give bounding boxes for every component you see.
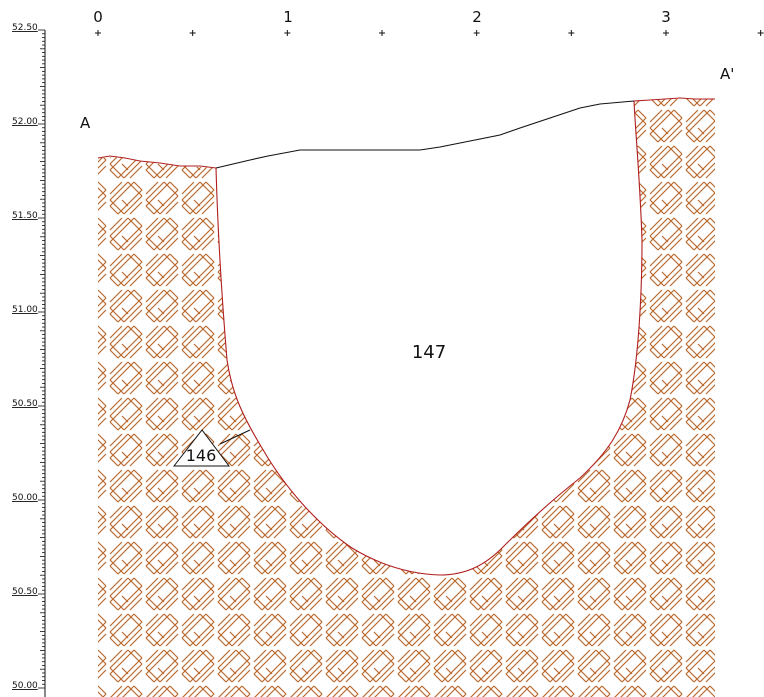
ground-surface-right	[633, 97, 715, 102]
distance-label: 3	[661, 8, 671, 26]
cut-interior	[216, 101, 642, 575]
distance-scale: 0 1 2 3	[93, 8, 764, 36]
level-labels: 52.50 52.00 51.50 51.00 50.50 50.00 50.5…	[12, 23, 38, 691]
level-label: 52.50	[12, 23, 38, 33]
distance-label: 0	[93, 8, 103, 26]
level-label: 51.00	[12, 305, 38, 315]
level-label: 50.00	[12, 493, 38, 503]
cut-tag: 146	[172, 429, 251, 467]
ground-surface-left	[97, 155, 217, 169]
cut-outline	[215, 100, 643, 576]
fill-label: 147	[412, 342, 446, 363]
section-label-a-prime: A'	[720, 65, 734, 83]
level-label: 50.00	[12, 681, 38, 691]
cut-tag-leader	[219, 429, 251, 445]
cut-label: 146	[186, 446, 217, 465]
level-label: 50.50	[12, 587, 38, 597]
fill-top-surface	[215, 100, 635, 169]
distance-label: 2	[472, 8, 482, 26]
level-label: 51.50	[12, 211, 38, 221]
section-label-a: A	[80, 114, 91, 132]
level-scale	[38, 29, 46, 697]
level-label: 50.50	[12, 399, 38, 409]
distance-label: 1	[283, 8, 293, 26]
cut-tag-triangle	[172, 429, 230, 467]
level-label: 52.00	[12, 117, 38, 127]
